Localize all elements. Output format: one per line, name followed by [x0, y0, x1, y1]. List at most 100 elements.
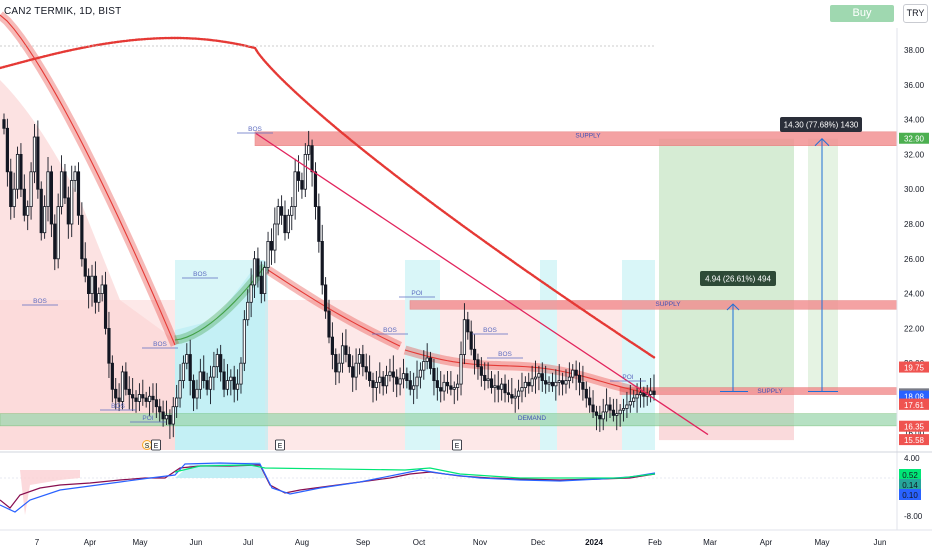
time-tick-label: May	[132, 538, 147, 547]
price-tag-bg	[899, 420, 929, 432]
event-marker-label: S	[145, 443, 150, 450]
candle-body	[632, 397, 636, 402]
measure-arrow-1-head	[726, 303, 740, 311]
candle-body	[513, 395, 517, 399]
currency-button[interactable]: TRY	[903, 4, 928, 23]
ribbon-bear-1-edge	[0, 14, 176, 346]
candle-body	[428, 357, 433, 369]
candle-body	[405, 373, 409, 382]
candle-body	[131, 394, 135, 399]
candle-body	[530, 378, 534, 387]
price-tag-bg	[899, 390, 929, 402]
candle-body	[195, 388, 199, 399]
measure-label-bg	[780, 117, 862, 132]
osc-signal-line	[0, 464, 656, 509]
candle-body	[544, 380, 548, 385]
candle-body	[347, 354, 351, 368]
event-marker-e	[452, 439, 462, 451]
price-tag-bg	[899, 132, 929, 144]
candle-body	[527, 381, 531, 387]
candle-body	[219, 354, 223, 373]
ribbon-bear-2-edge	[267, 269, 401, 347]
buy-button[interactable]: Buy	[830, 5, 894, 22]
time-tick-label: Jun	[190, 538, 203, 547]
candle-body	[49, 171, 53, 225]
measure-label-bg	[700, 271, 776, 286]
zone-demand	[0, 413, 898, 427]
candle-body	[225, 380, 230, 390]
candle-body	[459, 354, 463, 385]
candle-body	[205, 380, 209, 390]
annotation-bos: BOS	[33, 298, 47, 305]
candle-body	[185, 354, 189, 364]
measure-arrow-2-head	[814, 138, 830, 147]
candle-body	[181, 362, 186, 382]
candle-body	[188, 354, 192, 382]
candle-body	[533, 376, 538, 380]
candle-body	[327, 310, 331, 338]
osc-tag-bg	[899, 489, 921, 500]
annotation-bos: BOS	[248, 126, 262, 133]
candle-body	[354, 362, 358, 378]
candle-body	[70, 180, 74, 225]
candle-body	[110, 362, 114, 390]
band-bearish	[265, 300, 405, 450]
candle-body	[557, 380, 561, 383]
candle-body	[422, 361, 426, 371]
candle-body	[324, 284, 328, 312]
candles-layer	[2, 113, 656, 439]
osc-tag: 0.10	[902, 491, 918, 500]
candle-body	[412, 385, 416, 390]
long-target-zone	[659, 138, 794, 392]
candle-body	[283, 214, 287, 234]
candle-body	[652, 390, 656, 395]
candle-body	[19, 153, 23, 190]
candle-body	[124, 371, 128, 390]
price-tick-label: 16.00	[904, 429, 925, 438]
osc-main-line	[0, 462, 656, 513]
time-tick-label: May	[814, 538, 829, 547]
ribbon-layer	[0, 11, 652, 398]
candle-body	[235, 383, 240, 390]
candle-body	[567, 376, 571, 381]
candle-body	[53, 223, 57, 260]
axes-layer: 38.00 36.00 34.00 32.00 30.00 28.00 26.00 24.00…	[0, 28, 932, 547]
candle-body	[371, 380, 375, 388]
candle-body	[269, 240, 274, 251]
candle-body	[418, 369, 423, 378]
zones-layer: SUPPLY SUPPLY SUPPLY DEMAND	[0, 131, 898, 441]
zone-label: SUPPLY	[575, 132, 601, 139]
candle-body	[120, 371, 125, 402]
candle-body	[93, 275, 98, 303]
candle-body	[103, 284, 108, 329]
candle-body	[635, 394, 639, 399]
candle-body	[456, 383, 460, 388]
candle-body	[574, 369, 578, 376]
candle-body	[12, 188, 16, 207]
candle-body	[368, 371, 372, 381]
candle-body	[577, 374, 582, 383]
annotation-poi: POI	[411, 290, 422, 297]
annotation-poi: POI	[622, 374, 633, 381]
band-bearish	[440, 300, 540, 450]
candle-body	[601, 411, 605, 420]
time-tick-label: Mar	[703, 538, 717, 547]
osc-tick-label: -8.00	[904, 512, 923, 521]
price-tick-label: 34.00	[904, 116, 925, 125]
candle-body	[178, 380, 182, 399]
price-tick-label: 26.00	[904, 255, 925, 264]
early-area	[0, 80, 175, 450]
candle-body	[408, 380, 412, 390]
candle-body	[435, 380, 439, 388]
candle-body	[476, 359, 480, 368]
candle-body	[560, 380, 565, 385]
annotation-bos: BOS	[111, 403, 125, 410]
event-marker-e	[275, 439, 285, 451]
event-marker-label: E	[455, 443, 460, 450]
candle-body	[26, 206, 30, 216]
candle-body	[320, 240, 324, 286]
candle-body	[9, 171, 13, 208]
oscillator-pane: 4.00 -8.00 0.520.140.10	[0, 451, 932, 521]
candle-body	[516, 390, 521, 397]
